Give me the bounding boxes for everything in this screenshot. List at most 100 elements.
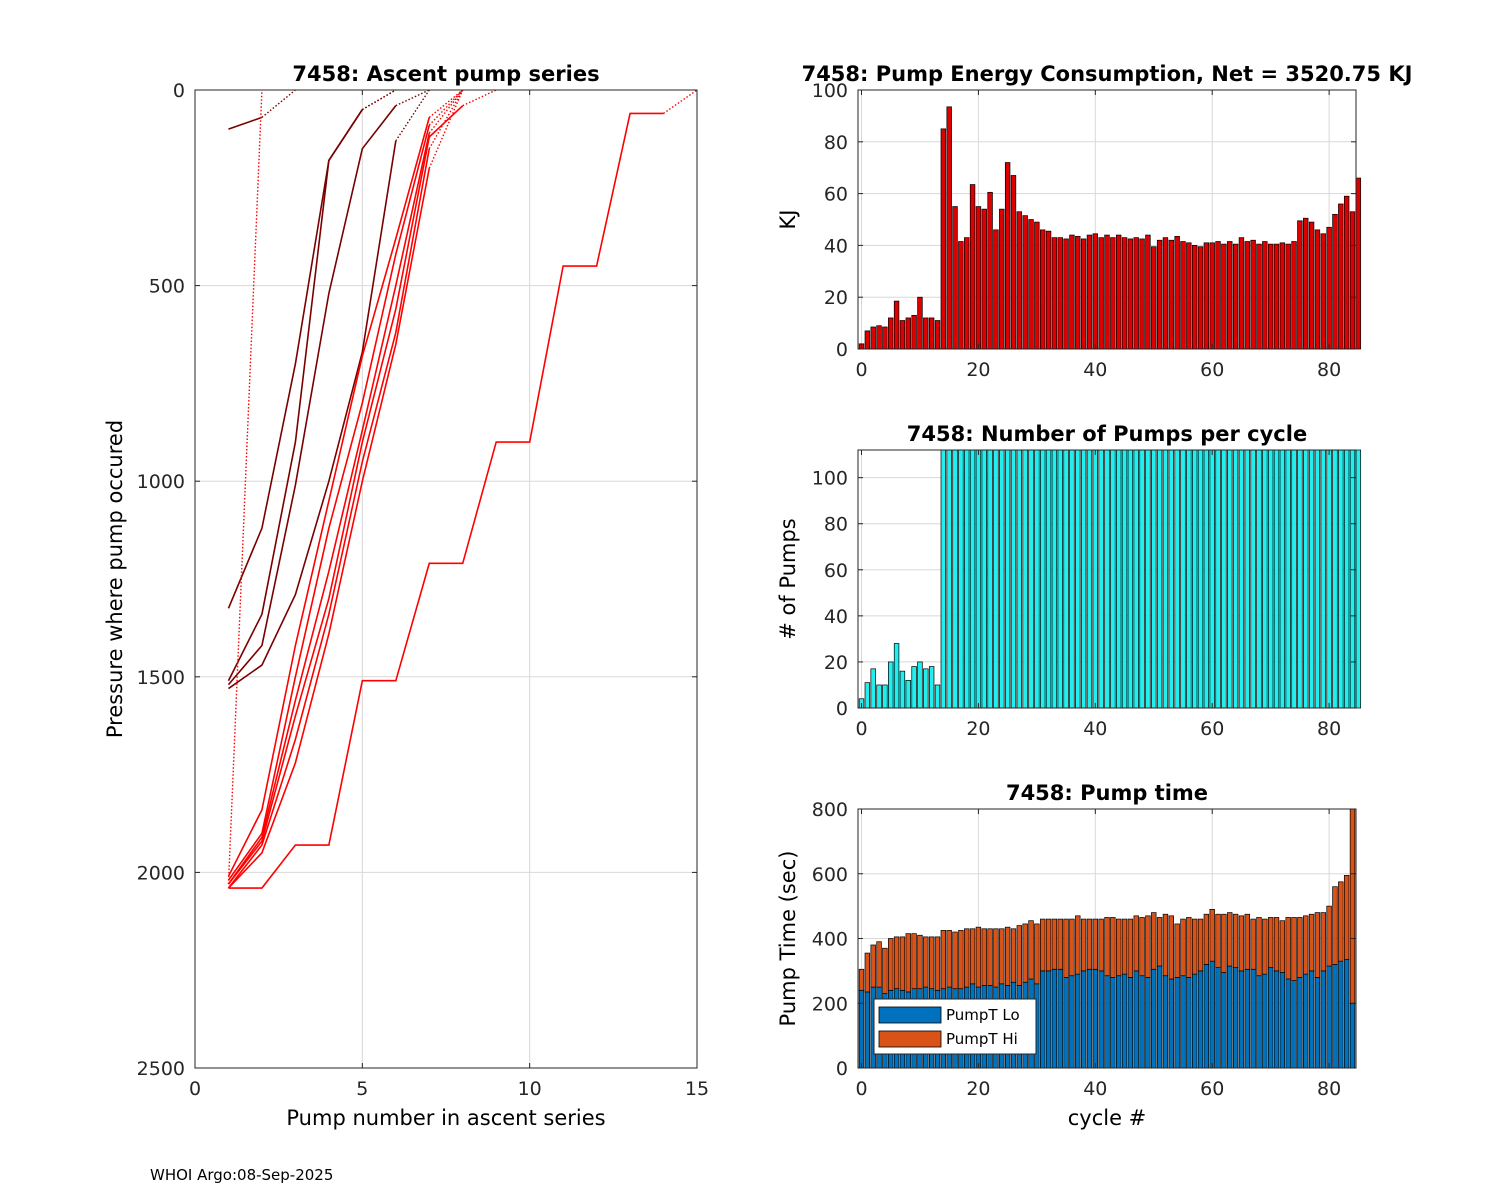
pumptime-bar-hi — [1180, 918, 1186, 977]
pumps-bar — [1028, 449, 1034, 709]
pumptime-bar-hi — [1279, 920, 1286, 973]
energy-bar — [1273, 243, 1280, 350]
pumptime-bar-lo — [1116, 975, 1122, 1069]
energy-bar — [1355, 177, 1362, 350]
energy-bar — [1180, 241, 1186, 350]
pumptime-bar-hi — [975, 926, 982, 988]
pumps-bar — [1238, 449, 1245, 709]
energy-xtick-label: 60 — [1200, 359, 1224, 381]
pumps-bar — [1338, 449, 1344, 709]
pumptime-xtick-label: 60 — [1200, 1078, 1224, 1100]
pumps-bar — [1139, 449, 1145, 709]
pumptime-bar-hi — [917, 934, 923, 990]
pumptime-bar-lo — [1086, 968, 1093, 1069]
energy-bar — [940, 128, 947, 350]
pumps-bar — [888, 661, 894, 709]
pumptime-bar-hi — [899, 936, 906, 991]
pumps-bar — [1098, 449, 1104, 709]
pumptime-bar-hi — [1338, 881, 1344, 962]
pumptime-bar-lo — [1303, 973, 1309, 1069]
pumptime-bar-hi — [1086, 918, 1093, 970]
pumps-bar — [1227, 449, 1233, 709]
energy-bar — [1110, 237, 1116, 350]
pumps-bar — [1110, 449, 1116, 709]
pumptime-bar-hi — [876, 941, 882, 988]
energy-bar — [899, 320, 906, 350]
ascent-ytick-label: 1000 — [137, 471, 185, 493]
ascent-series-line — [228, 116, 263, 130]
pumps-xtick-label: 40 — [1083, 718, 1107, 740]
ascent-series-surface-segment — [663, 89, 698, 115]
ascent-series-surface-segment — [361, 89, 397, 111]
pumps-bar — [1250, 449, 1256, 709]
legend-label-pumpt-lo: PumpT Lo — [946, 1006, 1020, 1024]
pumptime-xtick-label: 80 — [1317, 1078, 1341, 1100]
energy-bar — [1040, 229, 1046, 350]
pumps-bar — [1092, 449, 1098, 709]
ascent-series-line — [227, 105, 397, 686]
pumptime-bar-hi — [858, 968, 865, 991]
ascent-series-surface-segment — [261, 89, 296, 118]
pumptime-bar-hi — [1238, 915, 1245, 972]
pumptime-ytick-label: 600 — [812, 864, 848, 886]
energy-bar — [1297, 220, 1303, 350]
energy-bar — [1156, 239, 1163, 350]
pumps-bar — [969, 449, 976, 709]
pumps-bar — [893, 643, 900, 709]
pumptime-bar-lo — [1191, 973, 1198, 1069]
pumptime-bar-hi — [946, 930, 952, 988]
energy-bar — [1133, 237, 1139, 350]
pumptime-bar-lo — [1209, 960, 1215, 1069]
energy-ytick-label: 20 — [824, 287, 848, 309]
energy-bar — [1215, 241, 1221, 350]
energy-ytick-label: 60 — [824, 184, 848, 206]
energy-bar — [934, 320, 941, 350]
energy-bar — [1016, 211, 1023, 350]
energy-bar — [1232, 243, 1239, 350]
pumptime-bar-hi — [1022, 923, 1028, 983]
pumptime-bar-lo — [1308, 970, 1315, 1069]
pumptime-bar-lo — [1203, 964, 1210, 1069]
pumps-per-cycle-plot: 0 20 40 60 80 0 20 40 60 80 100 7458: Number of Pu… — [776, 422, 1362, 740]
energy-bar — [882, 326, 888, 350]
pumptime-bar-lo — [1127, 976, 1134, 1069]
energy-bar — [1145, 234, 1151, 350]
pumps-bar — [999, 449, 1005, 709]
pumps-bar — [1162, 449, 1169, 709]
pumps-bar — [1127, 449, 1134, 709]
ascent-series-line — [227, 109, 364, 682]
pumps-bar — [1279, 449, 1286, 709]
pumps-bar — [1244, 449, 1250, 709]
energy-bar — [1045, 230, 1052, 350]
pumps-ytick-label: 0 — [836, 698, 848, 720]
pumptime-bar-hi — [952, 931, 958, 990]
energy-bar — [870, 326, 876, 350]
ascent-series-surface-segment — [227, 89, 263, 885]
pumps-bar — [1004, 449, 1011, 709]
energy-bar — [923, 317, 929, 350]
pumps-bar — [1320, 449, 1326, 709]
pumptime-bar-lo — [1075, 973, 1081, 1069]
pumptime-bar-hi — [1215, 913, 1221, 968]
pumptime-bar-hi — [893, 936, 900, 990]
energy-bar — [1250, 239, 1256, 350]
ascent-y-axis-label: Pressure where pump occured — [103, 420, 127, 738]
ascent-series-surface-segment — [428, 89, 464, 169]
pumptime-bar-hi — [1314, 912, 1321, 978]
pumps-bar — [1314, 449, 1321, 709]
pumps-bar — [1308, 449, 1315, 709]
pumptime-bar-lo — [1168, 978, 1174, 1069]
pumptime-bar-hi — [1098, 918, 1104, 972]
energy-bar — [864, 330, 871, 350]
energy-bar — [1203, 242, 1210, 350]
pumptime-bar-hi — [1080, 918, 1087, 972]
pumps-bar — [917, 661, 923, 709]
pumptime-bar-lo — [1069, 975, 1075, 1069]
pumptime-bar-hi — [1034, 923, 1040, 985]
pumptime-bar-hi — [1349, 808, 1356, 1004]
pumps-bar — [1303, 449, 1309, 709]
pumps-plot-title: 7458: Number of Pumps per cycle — [907, 422, 1307, 446]
energy-bar — [1221, 243, 1227, 350]
pumptime-bar-hi — [1303, 915, 1309, 975]
